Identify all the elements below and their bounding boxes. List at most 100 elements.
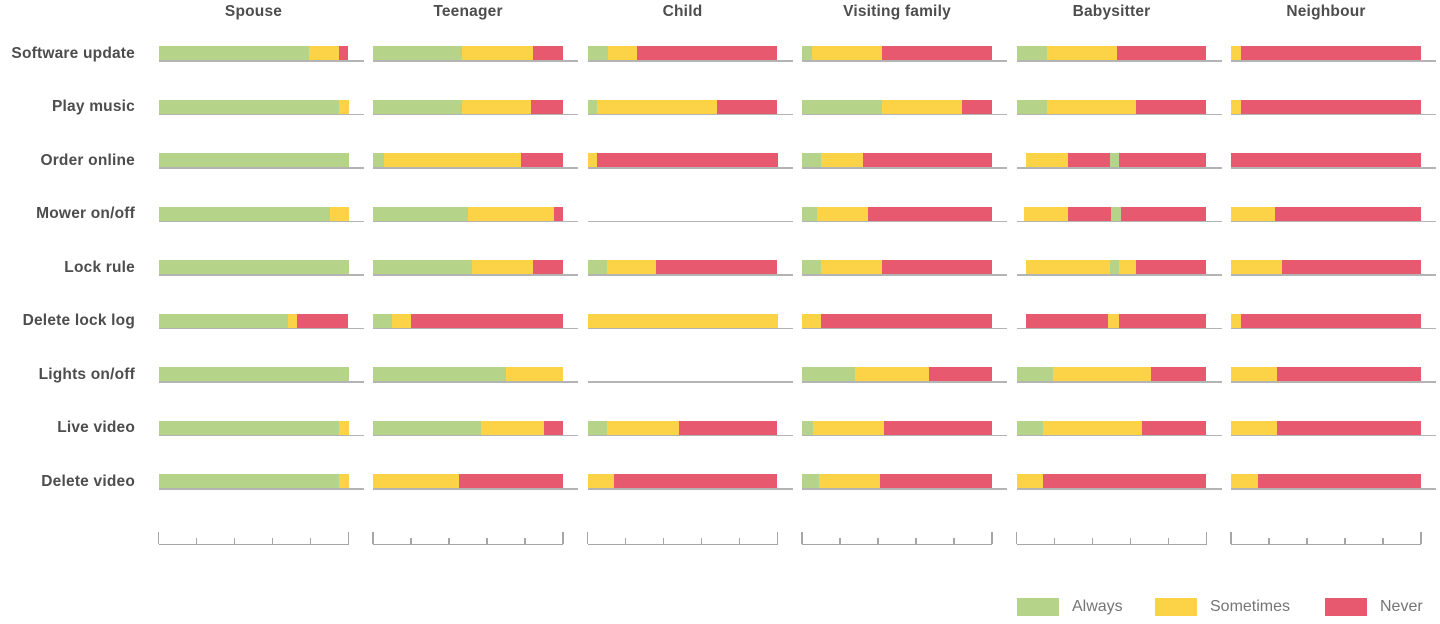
bar-segment-never	[1136, 99, 1207, 114]
baseline-visiting-family-delete-video	[802, 488, 1007, 490]
bar-segment-sometimes	[462, 99, 531, 114]
row-label-delete-video: Delete video	[41, 472, 135, 490]
column-header-neighbour: Neighbour	[1286, 3, 1366, 20]
bar-visiting-family-software-update	[802, 46, 992, 60]
bar-segment-sometimes	[587, 474, 615, 488]
bar-segment-sometimes	[1026, 153, 1068, 167]
bar-segment-sometimes	[1107, 313, 1120, 328]
bar-segment-never	[458, 474, 563, 488]
bar-segment-always	[802, 99, 882, 114]
bar-visiting-family-play-music	[802, 99, 992, 114]
bar-segment-never	[1276, 367, 1421, 381]
bar-segment-always	[1016, 46, 1047, 60]
bar-babysitter-play-music	[1016, 99, 1207, 114]
baseline-child-order-online	[587, 167, 793, 169]
bar-segment-always	[373, 206, 468, 221]
axis-tick-0	[1230, 532, 1232, 544]
bar-segment-never	[1274, 206, 1421, 221]
baseline-child-software-update	[587, 60, 793, 62]
bar-segment-always	[802, 46, 812, 60]
legend-item-always: Always	[1017, 597, 1123, 616]
axis-tick-60	[486, 537, 488, 544]
baseline-visiting-family-software-update	[802, 60, 1007, 62]
baseline-child-live-video	[587, 434, 793, 436]
bar-segment-always	[802, 206, 818, 221]
column-header-babysitter: Babysitter	[1072, 3, 1151, 20]
baseline-visiting-family-order-online	[802, 167, 1007, 169]
row-label-mower-on-off: Mower on/off	[36, 205, 135, 222]
baseline-visiting-family-mower-on-off	[802, 220, 1007, 222]
row-label-play-music: Play music	[52, 98, 135, 115]
bar-child-software-update	[587, 46, 778, 60]
baseline-spouse-lights-on-off	[158, 381, 364, 383]
bar-segment-sometimes	[597, 99, 717, 114]
baseline-teenager-play-music	[373, 113, 578, 115]
axis-tick-40	[877, 537, 879, 544]
baseline-spouse-order-online	[158, 167, 364, 169]
baseline-spouse-live-video	[158, 434, 364, 436]
baseline-babysitter-mower-on-off	[1016, 220, 1222, 222]
bar-teenager-play-music	[373, 99, 563, 114]
bar-segment-sometimes	[384, 153, 522, 167]
bar-teenager-lock-rule	[373, 260, 563, 274]
bar-segment-never	[338, 46, 349, 60]
axis-tick-100	[1420, 532, 1422, 544]
bar-segment-always	[158, 206, 330, 221]
baseline-neighbour-lock-rule	[1231, 274, 1436, 276]
bar-segment-always	[373, 420, 482, 435]
bar-segment-sometimes	[587, 153, 597, 167]
bar-segment-always	[158, 153, 349, 167]
bar-segment-always	[158, 99, 339, 114]
bar-spouse-play-music	[158, 99, 349, 114]
baseline-teenager-order-online	[373, 167, 578, 169]
bar-babysitter-delete-video	[1016, 474, 1207, 488]
bar-teenager-order-online	[373, 153, 563, 167]
bar-segment-never	[1257, 474, 1421, 488]
baseline-babysitter-order-online	[1016, 167, 1222, 169]
bar-babysitter-mower-on-off	[1017, 206, 1207, 221]
axis-tick-0	[586, 532, 589, 544]
bar-teenager-live-video	[373, 420, 563, 435]
baseline-child-mower-on-off	[587, 220, 793, 222]
bar-segment-always	[373, 46, 463, 60]
bar-spouse-delete-video	[158, 474, 349, 488]
bar-segment-sometimes	[608, 46, 637, 60]
axis-tick-0	[372, 532, 374, 544]
axis-teenager	[372, 532, 564, 545]
baseline-visiting-family-lock-rule	[802, 274, 1007, 276]
bar-segment-sometimes	[606, 260, 656, 274]
column-header-visiting-family: Visiting family	[843, 3, 951, 20]
bar-segment-never	[521, 153, 563, 167]
bar-segment-sometimes	[855, 367, 930, 381]
legend-item-sometimes: Sometimes	[1155, 597, 1290, 616]
row-label-lock-rule: Lock rule	[64, 258, 135, 276]
bar-segment-sometimes	[1024, 206, 1068, 221]
bar-child-delete-video	[587, 474, 778, 488]
bar-babysitter-live-video	[1016, 420, 1207, 435]
bar-segment-sometimes	[1231, 367, 1277, 381]
bar-segment-sometimes	[802, 313, 821, 328]
bar-segment-always	[1016, 420, 1044, 435]
row-label-software-update: Software update	[11, 44, 135, 62]
bar-child-order-online	[587, 153, 778, 167]
baseline-neighbour-lights-on-off	[1231, 381, 1436, 383]
baseline-neighbour-order-online	[1231, 167, 1436, 169]
bar-segment-always	[802, 260, 821, 274]
bar-segment-sometimes	[308, 46, 339, 60]
bar-segment-sometimes	[1119, 260, 1137, 274]
bar-child-play-music	[587, 99, 778, 114]
bar-segment-never	[543, 420, 563, 435]
bar-visiting-family-delete-video	[802, 474, 992, 488]
bar-segment-always	[802, 153, 821, 167]
axis-babysitter	[1015, 532, 1208, 545]
bar-babysitter-delete-lock-log	[1017, 313, 1207, 328]
baseline-neighbour-software-update	[1231, 60, 1436, 62]
bar-neighbour-lights-on-off	[1231, 367, 1421, 381]
bar-segment-never	[881, 260, 992, 274]
baseline-visiting-family-delete-lock-log	[802, 327, 1007, 329]
bar-segment-never	[1240, 313, 1421, 328]
baseline-neighbour-delete-video	[1231, 488, 1436, 490]
bar-segment-sometimes	[1046, 46, 1118, 60]
bar-segment-never	[553, 206, 563, 221]
